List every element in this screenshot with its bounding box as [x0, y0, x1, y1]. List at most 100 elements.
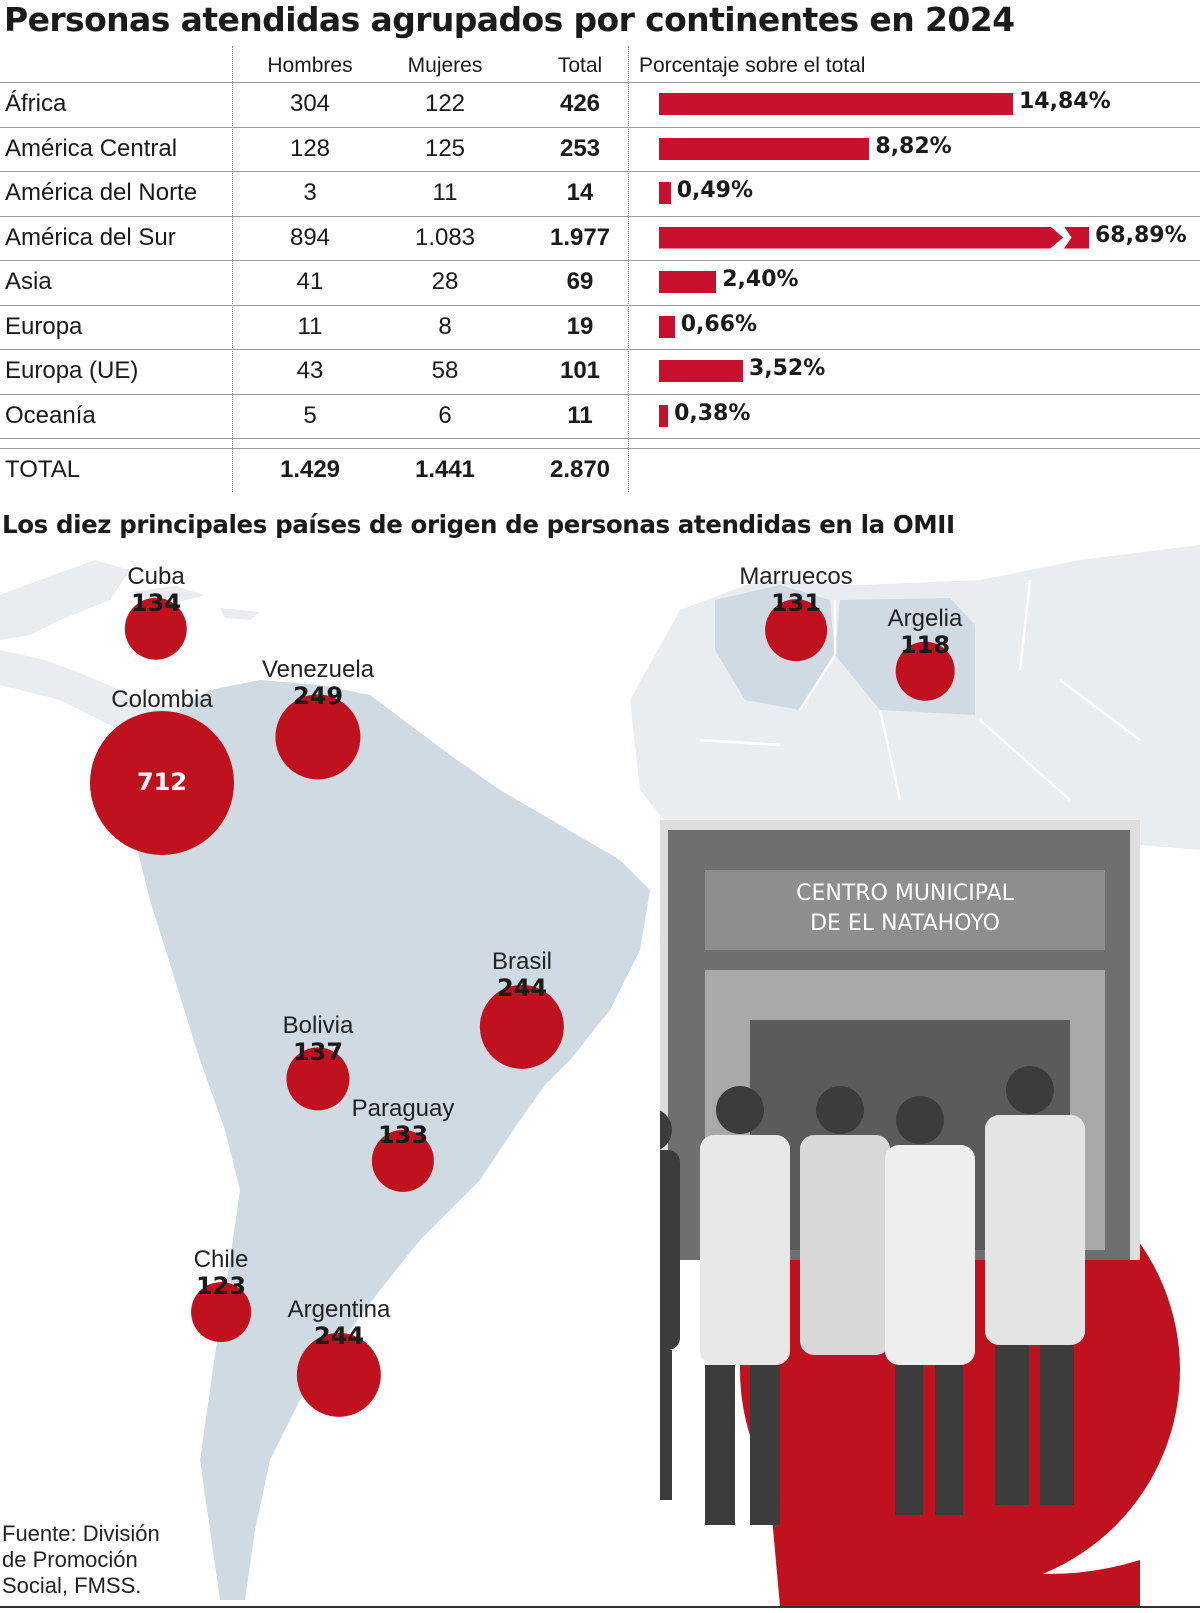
percentage-bar: [659, 226, 1064, 249]
country-label-bolivia: Bolivia: [282, 1012, 354, 1039]
row-divider: [0, 171, 1200, 172]
building-sign-line2: DE EL NATAHOYO: [810, 911, 1000, 936]
crowd: [660, 1066, 1085, 1525]
caribbean-islands: [130, 586, 260, 620]
row-men: 128: [289, 134, 331, 162]
column-divider: [628, 46, 629, 492]
country-value-brasil: 244: [496, 974, 548, 1002]
row-women: 8: [438, 312, 452, 340]
row-total: 101: [559, 357, 601, 384]
source-line-1: Fuente: División: [2, 1521, 160, 1546]
row-total: 19: [566, 312, 594, 340]
bubble-argentina: [296, 1332, 382, 1418]
row-divider: [0, 215, 1200, 217]
percentage-label: 2,40%: [722, 267, 799, 292]
caribbean-landmass: [0, 560, 130, 640]
row-total: 253: [559, 134, 601, 162]
country-value-chile: 123: [195, 1272, 247, 1300]
country-label-brasil: Brasil: [491, 948, 553, 975]
country-value-argelia: 118: [899, 631, 951, 659]
percentage-label: 0,66%: [680, 311, 758, 337]
bubble-bolivia: [286, 1047, 350, 1111]
bubble-colombia: [90, 711, 234, 855]
bubble-chile: [191, 1282, 251, 1342]
bubble-paraguay: [371, 1129, 435, 1193]
row-women: 125: [424, 134, 466, 162]
row-total: 1.977: [549, 223, 611, 251]
row-women: 6: [438, 401, 452, 429]
percentage-label: 0,49%: [676, 178, 754, 203]
country-label-venezuela: Venezuela: [261, 656, 375, 683]
row-women: 122: [424, 90, 466, 117]
percentage-bar: [659, 137, 870, 160]
country-value-colombia: 712: [136, 768, 188, 796]
bottom-rule: [0, 1606, 1200, 1608]
photo-municipal-center: CENTRO MUNICIPAL DE EL NATAHOYO: [660, 820, 1180, 1606]
percentage-label: 68,89%: [1095, 222, 1187, 248]
percentage-bar: [659, 271, 717, 293]
row-women: 1.083: [414, 223, 476, 251]
row-total: 69: [566, 268, 594, 295]
row-name: América del Sur: [5, 223, 176, 251]
header-percentage: Porcentaje sobre el total: [639, 54, 866, 77]
source-note: Fuente: División de Promoción Social, FM…: [2, 1521, 160, 1599]
row-total: 11: [567, 401, 593, 429]
country-value-argentina: 244: [313, 1322, 365, 1350]
row-divider: [0, 448, 1200, 449]
country-value-paraguay: 133: [377, 1121, 429, 1149]
row-name: Europa: [5, 312, 83, 340]
continent-table: Hombres Mujeres Total Porcentaje sobre e…: [0, 46, 1200, 492]
row-name: Europa (UE): [5, 357, 139, 384]
total-row-label: TOTAL: [5, 456, 81, 483]
row-men: 304: [289, 90, 331, 117]
row-name: Oceanía: [5, 401, 96, 429]
country-value-marruecos: 131: [770, 589, 822, 617]
row-men: 5: [303, 401, 317, 429]
total-all: 2.870: [549, 456, 611, 483]
row-total: 14: [566, 179, 594, 206]
source-line-2: de Promoción: [2, 1547, 138, 1572]
chart-title: Personas atendidas agrupados por contine…: [4, 0, 1015, 39]
country-label-argelia: Argelia: [887, 605, 963, 632]
row-men: 41: [296, 268, 324, 295]
percentage-bar: [659, 93, 1013, 115]
bubble-venezuela: [275, 694, 361, 780]
row-men: 43: [296, 357, 324, 384]
building-sign-line1: CENTRO MUNICIPAL: [796, 881, 1015, 906]
percentage-label: 0,38%: [674, 400, 751, 426]
bubble-brasil: [479, 984, 565, 1070]
header-total: Total: [557, 54, 603, 77]
percentage-bar: [659, 404, 669, 427]
country-label-paraguay: Paraguay: [351, 1095, 455, 1122]
row-divider: [0, 349, 1200, 350]
bubble-argelia: [895, 641, 955, 701]
row-name: América del Norte: [5, 179, 198, 206]
building-sign-area: [705, 870, 1105, 950]
percentage-bar-break: [1064, 226, 1089, 249]
country-label-argentina: Argentina: [287, 1296, 391, 1323]
row-women: 58: [431, 357, 459, 384]
country-value-venezuela: 249: [292, 682, 344, 710]
header-women: Mujeres: [407, 54, 483, 77]
country-value-cuba: 134: [130, 589, 182, 617]
row-divider: [0, 126, 1200, 128]
row-name: Asia: [5, 268, 52, 295]
column-divider: [232, 46, 233, 492]
row-women: 28: [431, 268, 459, 295]
map-title: Los diez principales países de origen de…: [2, 510, 955, 539]
country-label-marruecos: Marruecos: [739, 563, 853, 590]
percentage-bar: [659, 315, 675, 338]
country-value-bolivia: 137: [292, 1038, 344, 1066]
row-divider: [0, 393, 1200, 395]
bubble-marruecos: [765, 599, 827, 661]
row-name: América Central: [5, 134, 178, 162]
bubble-cuba: [124, 597, 188, 661]
country-borders: [699, 579, 1141, 801]
country-label-chile: Chile: [193, 1246, 249, 1273]
row-divider: [0, 260, 1200, 261]
row-divider: [0, 82, 1200, 83]
row-divider: [0, 438, 1200, 439]
percentage-label: 3,52%: [748, 356, 826, 381]
header-men: Hombres: [267, 54, 353, 77]
row-divider: [0, 304, 1200, 306]
